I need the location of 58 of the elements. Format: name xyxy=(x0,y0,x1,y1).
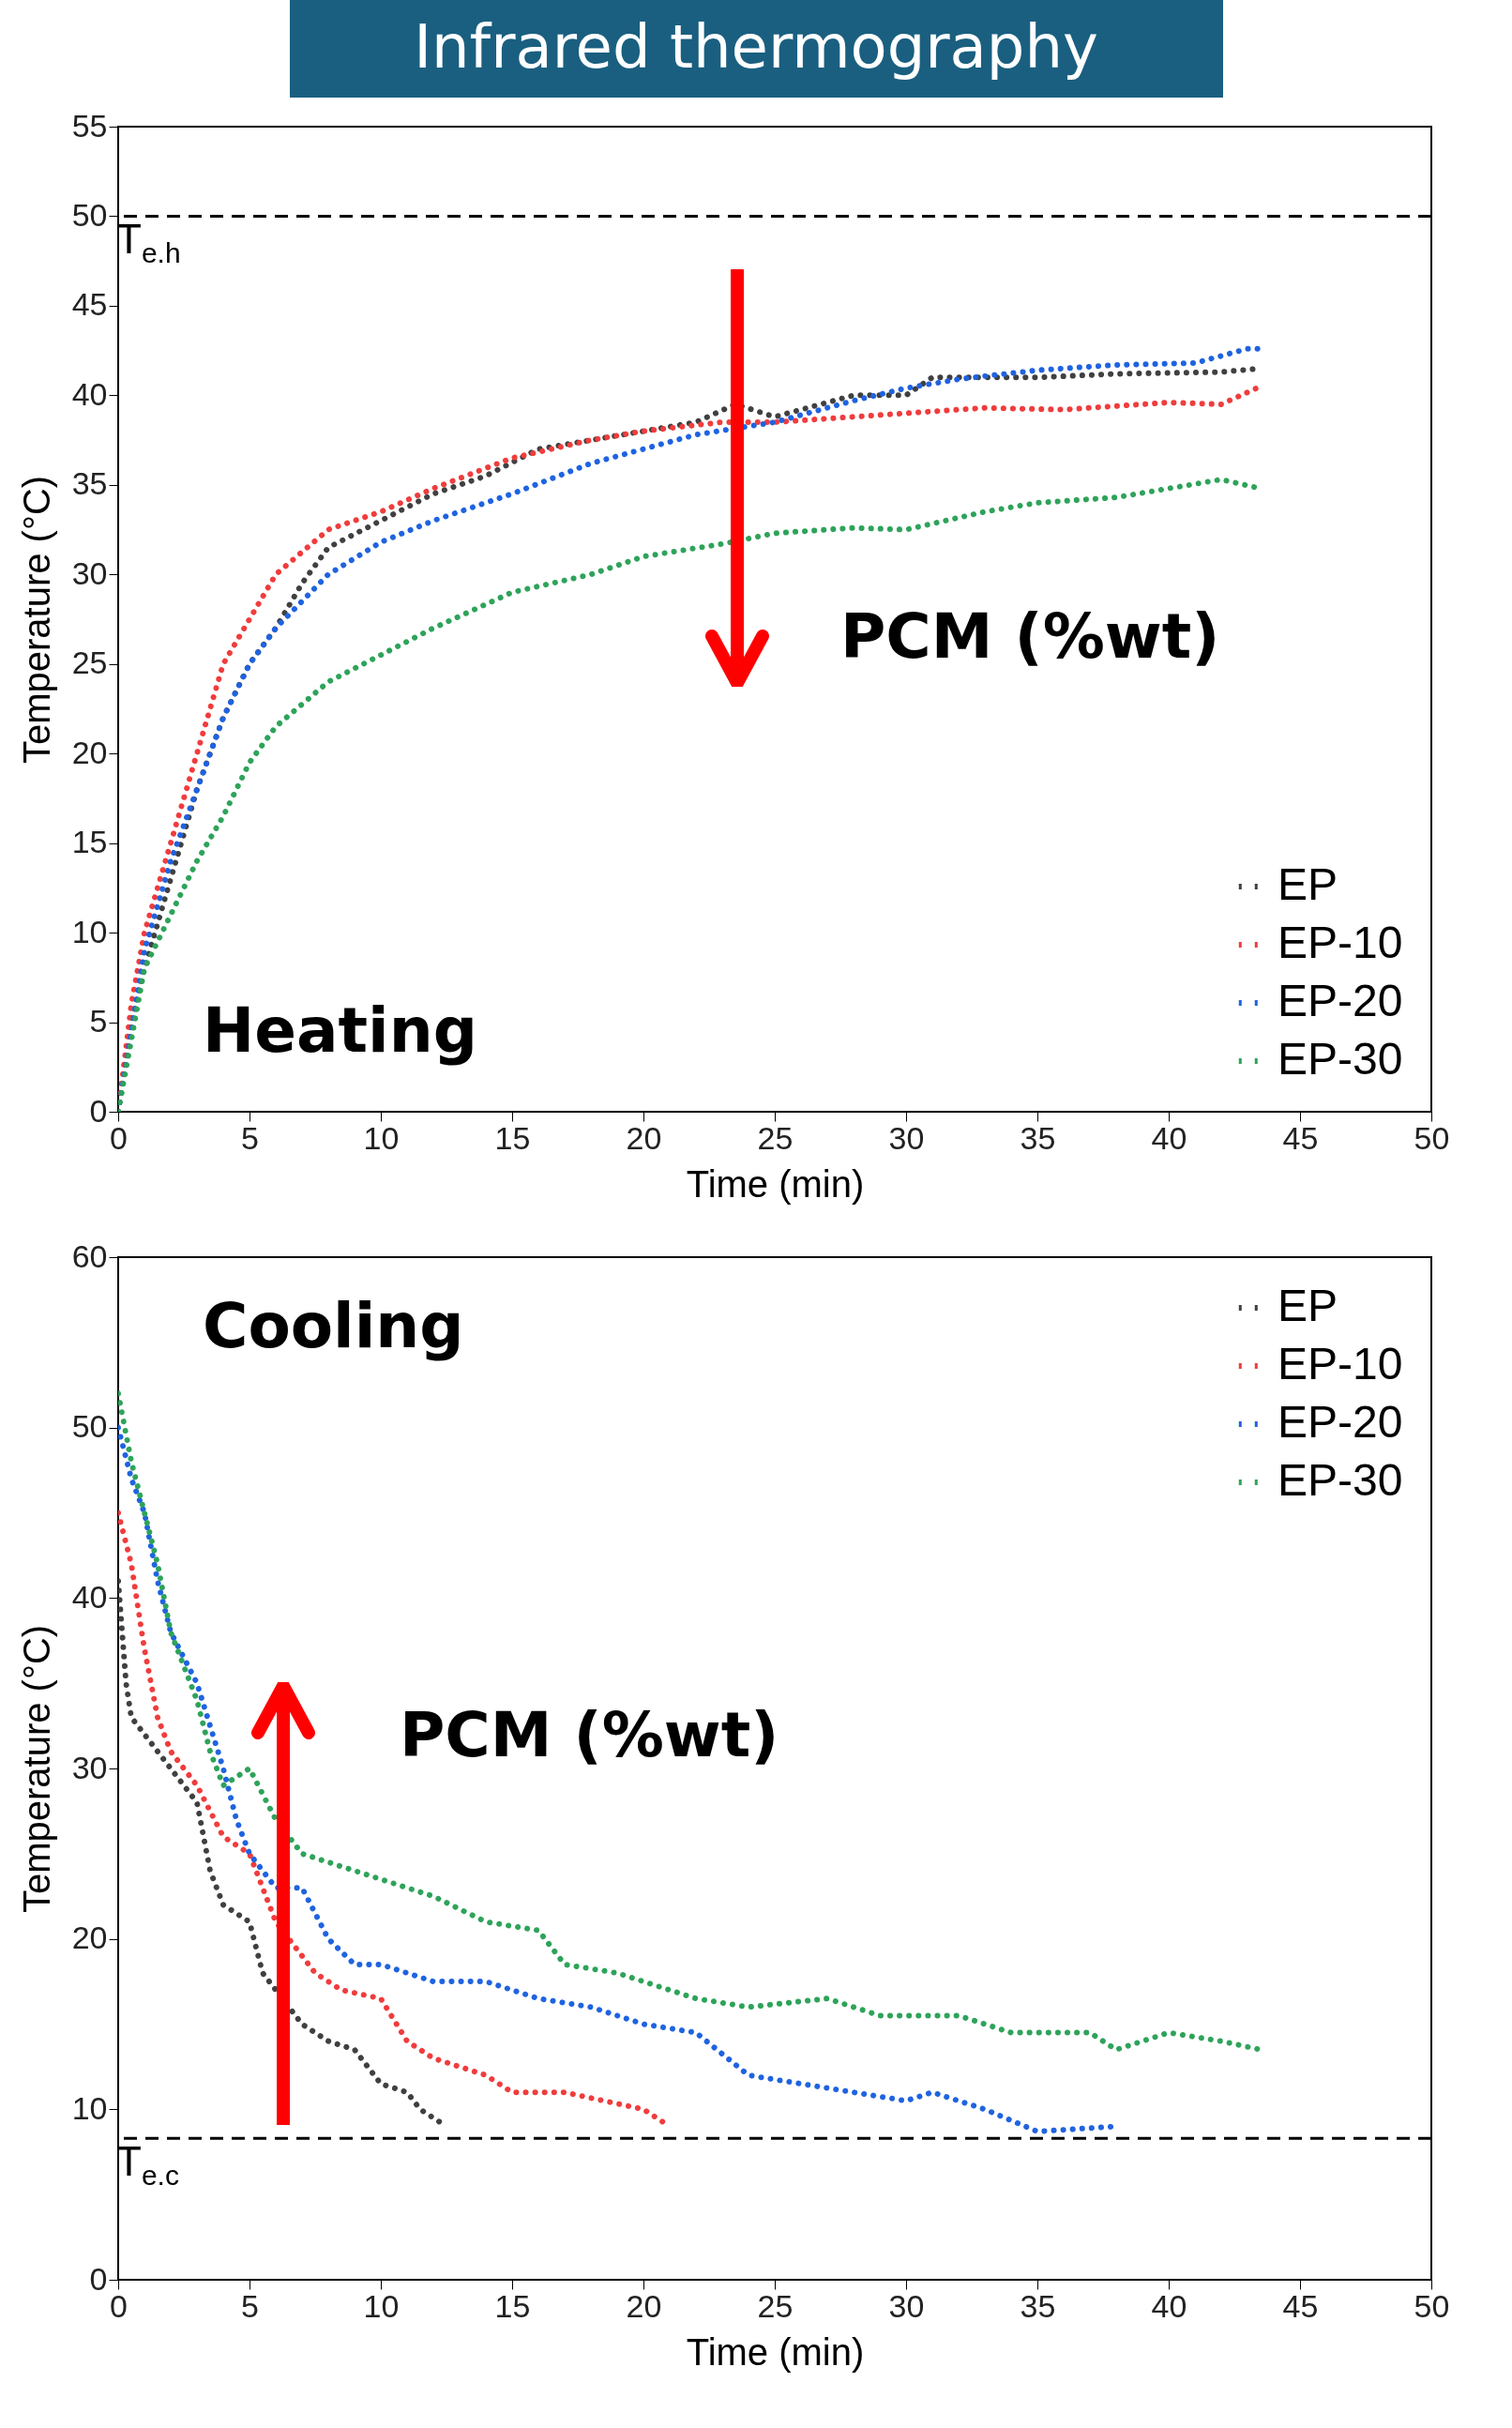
legend-label: EP xyxy=(1278,859,1338,909)
x-tick-label: 5 xyxy=(241,1119,259,1156)
y-tick-label: 30 xyxy=(71,554,108,591)
y-tick-label: 40 xyxy=(71,375,108,412)
x-tick-label: 30 xyxy=(888,1119,925,1156)
y-tick-label: 0 xyxy=(89,2260,108,2297)
legend-label: EP-30 xyxy=(1278,1034,1403,1084)
x-tick-label: 40 xyxy=(1151,1119,1187,1156)
legend-label: EP-10 xyxy=(1278,1339,1403,1389)
x-tick-label: 50 xyxy=(1414,2287,1450,2324)
x-axis-title: Time (min) xyxy=(686,2330,865,2373)
x-tick-label: 25 xyxy=(757,1119,794,1156)
legend-label: EP-30 xyxy=(1278,1455,1403,1505)
y-tick-label: 55 xyxy=(71,107,108,144)
x-tick-label: 50 xyxy=(1414,1119,1450,1156)
y-tick-label: 50 xyxy=(71,1408,108,1445)
y-tick-label: 10 xyxy=(71,913,108,949)
ref-line-label: T$_{e.h}$ xyxy=(116,216,181,270)
legend-label: EP-10 xyxy=(1278,918,1403,967)
x-tick-label: 20 xyxy=(626,1119,662,1156)
x-tick-label: 15 xyxy=(494,2287,531,2324)
chart-title: Infrared thermography xyxy=(289,0,1223,98)
x-tick-label: 30 xyxy=(888,2287,925,2324)
y-axis-title: Temperature (°C) xyxy=(15,475,57,765)
annotation: Cooling xyxy=(203,1290,464,1363)
x-tick-label: 15 xyxy=(494,1119,531,1156)
y-tick-label: 25 xyxy=(71,645,108,681)
y-tick-label: 40 xyxy=(71,1578,108,1615)
y-tick-label: 10 xyxy=(71,2089,108,2126)
y-tick-label: 35 xyxy=(71,465,108,502)
x-tick-label: 35 xyxy=(1020,2287,1056,2324)
x-tick-label: 35 xyxy=(1020,1119,1056,1156)
annotation: PCM (%wt) xyxy=(400,1699,779,1772)
y-tick-label: 20 xyxy=(71,734,108,770)
y-tick-label: 5 xyxy=(89,1003,108,1039)
x-tick-label: 10 xyxy=(363,1119,400,1156)
y-axis-title: Temperature (°C) xyxy=(15,1624,57,1914)
x-tick-label: 5 xyxy=(241,2287,259,2324)
legend-label: EP-20 xyxy=(1278,976,1403,1025)
annotation: PCM (%wt) xyxy=(840,600,1220,673)
y-tick-label: 20 xyxy=(71,1920,108,1956)
y-tick-label: 15 xyxy=(71,824,108,860)
x-tick-label: 10 xyxy=(363,2287,400,2324)
y-tick-label: 0 xyxy=(89,1092,108,1129)
legend-label: EP-20 xyxy=(1278,1397,1403,1447)
x-tick-label: 45 xyxy=(1282,1119,1319,1156)
x-axis-title: Time (min) xyxy=(686,1162,865,1205)
x-tick-label: 20 xyxy=(626,2287,662,2324)
x-tick-label: 25 xyxy=(757,2287,794,2324)
y-tick-label: 50 xyxy=(71,196,108,233)
y-tick-label: 45 xyxy=(71,286,108,323)
x-tick-label: 45 xyxy=(1282,2287,1319,2324)
annotation: Heating xyxy=(203,994,477,1067)
x-tick-label: 40 xyxy=(1151,2287,1187,2324)
y-tick-label: 60 xyxy=(71,1237,108,1274)
legend-label: EP xyxy=(1278,1281,1338,1330)
ref-line-label: T$_{e.c}$ xyxy=(116,2138,179,2192)
y-tick-label: 30 xyxy=(71,1749,108,1785)
